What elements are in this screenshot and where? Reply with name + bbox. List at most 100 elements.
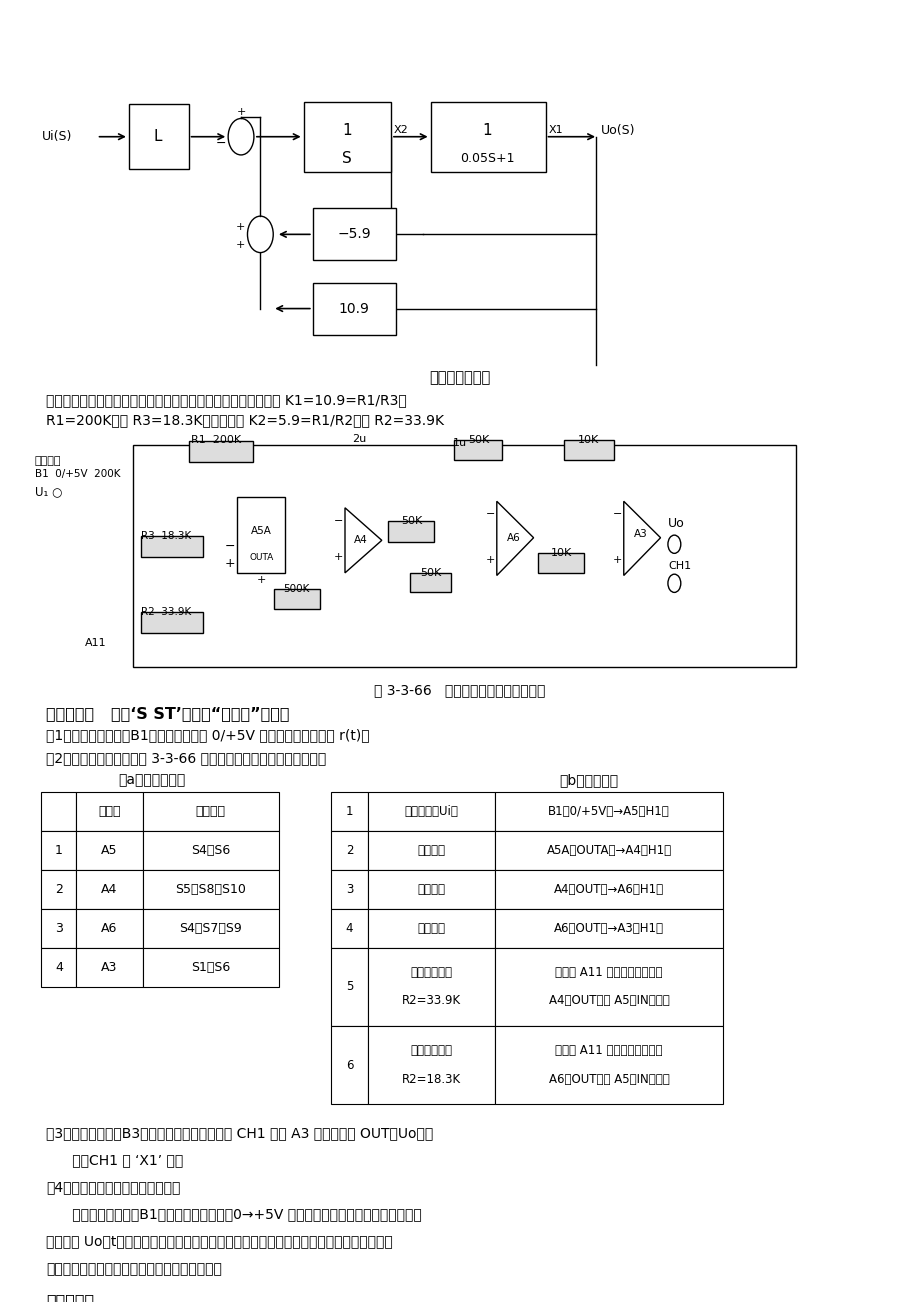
Bar [454,440,502,460]
Text: R3  18.3K: R3 18.3K [141,531,191,542]
Bar [494,1026,722,1104]
Bar [142,948,278,987]
Text: 500K: 500K [283,583,309,594]
Text: B1（0/+5V）→A5（H1）: B1（0/+5V）→A5（H1） [548,805,669,818]
Text: −: − [485,509,494,519]
Text: 后，系统的超调和峰値时间满足期望性能指标。: 后，系统的超调和峰値时间满足期望性能指标。 [46,1262,221,1276]
Bar [331,948,368,1026]
Text: 1u: 1u [452,437,467,448]
Bar [368,870,494,909]
Text: 3: 3 [55,922,62,935]
Text: 跨接反馈电阳: 跨接反馈电阳 [410,1044,452,1057]
Bar [368,831,494,870]
Bar [494,909,722,948]
Bar [494,948,722,1026]
Text: 50K: 50K [467,435,489,445]
Bar [41,909,76,948]
Text: Uo: Uo [667,517,684,530]
Text: −: − [334,516,343,526]
Bar [142,792,278,831]
Bar [141,612,203,633]
Text: 根据极点配置后系统设计的模拟电路见下图所示。要求反馈系数 K1=10.9=R1/R3，: 根据极点配置后系统设计的模拟电路见下图所示。要求反馈系数 K1=10.9=R1/… [46,393,406,406]
Text: 元件库 A11 中可变电阳跨接到: 元件库 A11 中可变电阳跨接到 [555,1044,662,1057]
Text: L: L [153,129,163,145]
Bar [331,1026,368,1104]
Bar [312,208,395,260]
Text: A4（OUT）和 A5（IN）之间: A4（OUT）和 A5（IN）之间 [548,995,669,1008]
Text: A11: A11 [85,638,107,648]
Text: 50K: 50K [401,516,423,526]
Text: 0.05S+1: 0.05S+1 [460,152,515,165]
Bar [188,441,253,462]
Text: 跨接座号: 跨接座号 [196,805,225,818]
Text: 实验步骤：   注：‘S ST’不能用“短路套”短接！: 实验步骤： 注：‘S ST’不能用“短路套”短接！ [46,706,289,721]
Text: A4: A4 [101,883,118,896]
Text: 4: 4 [55,961,62,974]
Text: 按下信号发生器（B1）阶跃信号按钒时（0→+5V 阶跃），用示波器观测输出端的实际: 按下信号发生器（B1）阶跃信号按钒时（0→+5V 阶跃），用示波器观测输出端的实… [46,1207,421,1221]
Text: （3）虚拟示波器（B3）的联接：示波器输入端 CH1 接到 A3 单元输出端 OUT（Uo）。: （3）虚拟示波器（B3）的联接：示波器输入端 CH1 接到 A3 单元输出端 O… [46,1126,433,1139]
Text: 响应曲线 Uo（t），且将结果记下。改变比例参数，重新观测结果。很明显，经过极点配置: 响应曲线 Uo（t），且将结果记下。改变比例参数，重新观测结果。很明显，经过极点… [46,1234,392,1249]
Text: A5: A5 [101,844,118,857]
Text: A4: A4 [354,535,367,546]
Text: 图 3-3-66   极点配置后系统的模拟电路: 图 3-3-66 极点配置后系统的模拟电路 [374,684,545,697]
Text: +: + [236,221,245,232]
Text: −: − [225,540,235,553]
Text: −5.9: −5.9 [337,228,370,241]
Bar [430,102,545,172]
Text: +: + [236,107,245,117]
Bar [142,870,278,909]
Text: 10.9: 10.9 [338,302,369,315]
Text: 2: 2 [346,844,353,857]
Text: 5: 5 [346,980,353,993]
Bar [494,831,722,870]
Bar [133,445,795,667]
Text: R1=200K，则 R3=18.3K，反馈系数 K2=5.9=R1/R2，则 R2=33.9K: R1=200K，则 R3=18.3K，反馈系数 K2=5.9=R1/R2，则 R… [46,414,444,427]
Text: Ui(S): Ui(S) [41,130,72,143]
Text: S: S [342,151,352,167]
Text: （a）安置短路套: （a）安置短路套 [118,773,186,786]
Text: A5A（OUTA）→A4（H1）: A5A（OUTA）→A4（H1） [546,844,671,857]
Bar [76,909,142,948]
Text: A5A: A5A [251,526,271,536]
Text: 1: 1 [346,805,353,818]
Bar [303,102,391,172]
Text: −: − [612,509,621,519]
Text: 2: 2 [55,883,62,896]
Bar [142,909,278,948]
Bar [368,909,494,948]
Bar [76,870,142,909]
Text: A6: A6 [101,922,118,935]
Text: +: + [612,555,621,565]
Text: 运放级联: 运放级联 [417,922,445,935]
Text: 10K: 10K [577,435,599,445]
Text: S4，S7，S9: S4，S7，S9 [179,922,242,935]
Text: R1  200K: R1 200K [191,435,241,445]
Text: 极点配置后系统: 极点配置后系统 [429,370,490,385]
Bar [368,1026,494,1104]
Text: 3: 3 [346,883,353,896]
Bar [494,870,722,909]
Text: 2u: 2u [351,434,366,444]
Bar [76,831,142,870]
Bar [41,831,76,870]
Bar [237,497,285,573]
Text: Uo(S): Uo(S) [600,124,635,137]
Bar [368,948,494,1026]
Text: 50K: 50K [419,568,441,578]
Text: CH1: CH1 [667,561,690,572]
Text: A6（OUT）和 A5（IN）之间: A6（OUT）和 A5（IN）之间 [548,1073,669,1086]
Text: +: + [485,555,494,565]
Bar [331,792,368,831]
Text: R2=18.3K: R2=18.3K [402,1073,460,1086]
Text: B1  0/+5V  200K: B1 0/+5V 200K [35,469,120,479]
Text: 阶跃信号: 阶跃信号 [35,456,62,466]
Text: （2）构造模拟电路：按图 3-3-66 安置短路套及测孔联线，表如下。: （2）构造模拟电路：按图 3-3-66 安置短路套及测孔联线，表如下。 [46,751,326,764]
Bar [312,283,395,335]
Text: S1，S6: S1，S6 [191,961,230,974]
Text: 运放级联: 运放级联 [417,883,445,896]
Text: 6: 6 [346,1059,353,1072]
Bar [368,792,494,831]
Text: 1: 1 [55,844,62,857]
Bar [76,792,142,831]
Bar [538,553,584,573]
